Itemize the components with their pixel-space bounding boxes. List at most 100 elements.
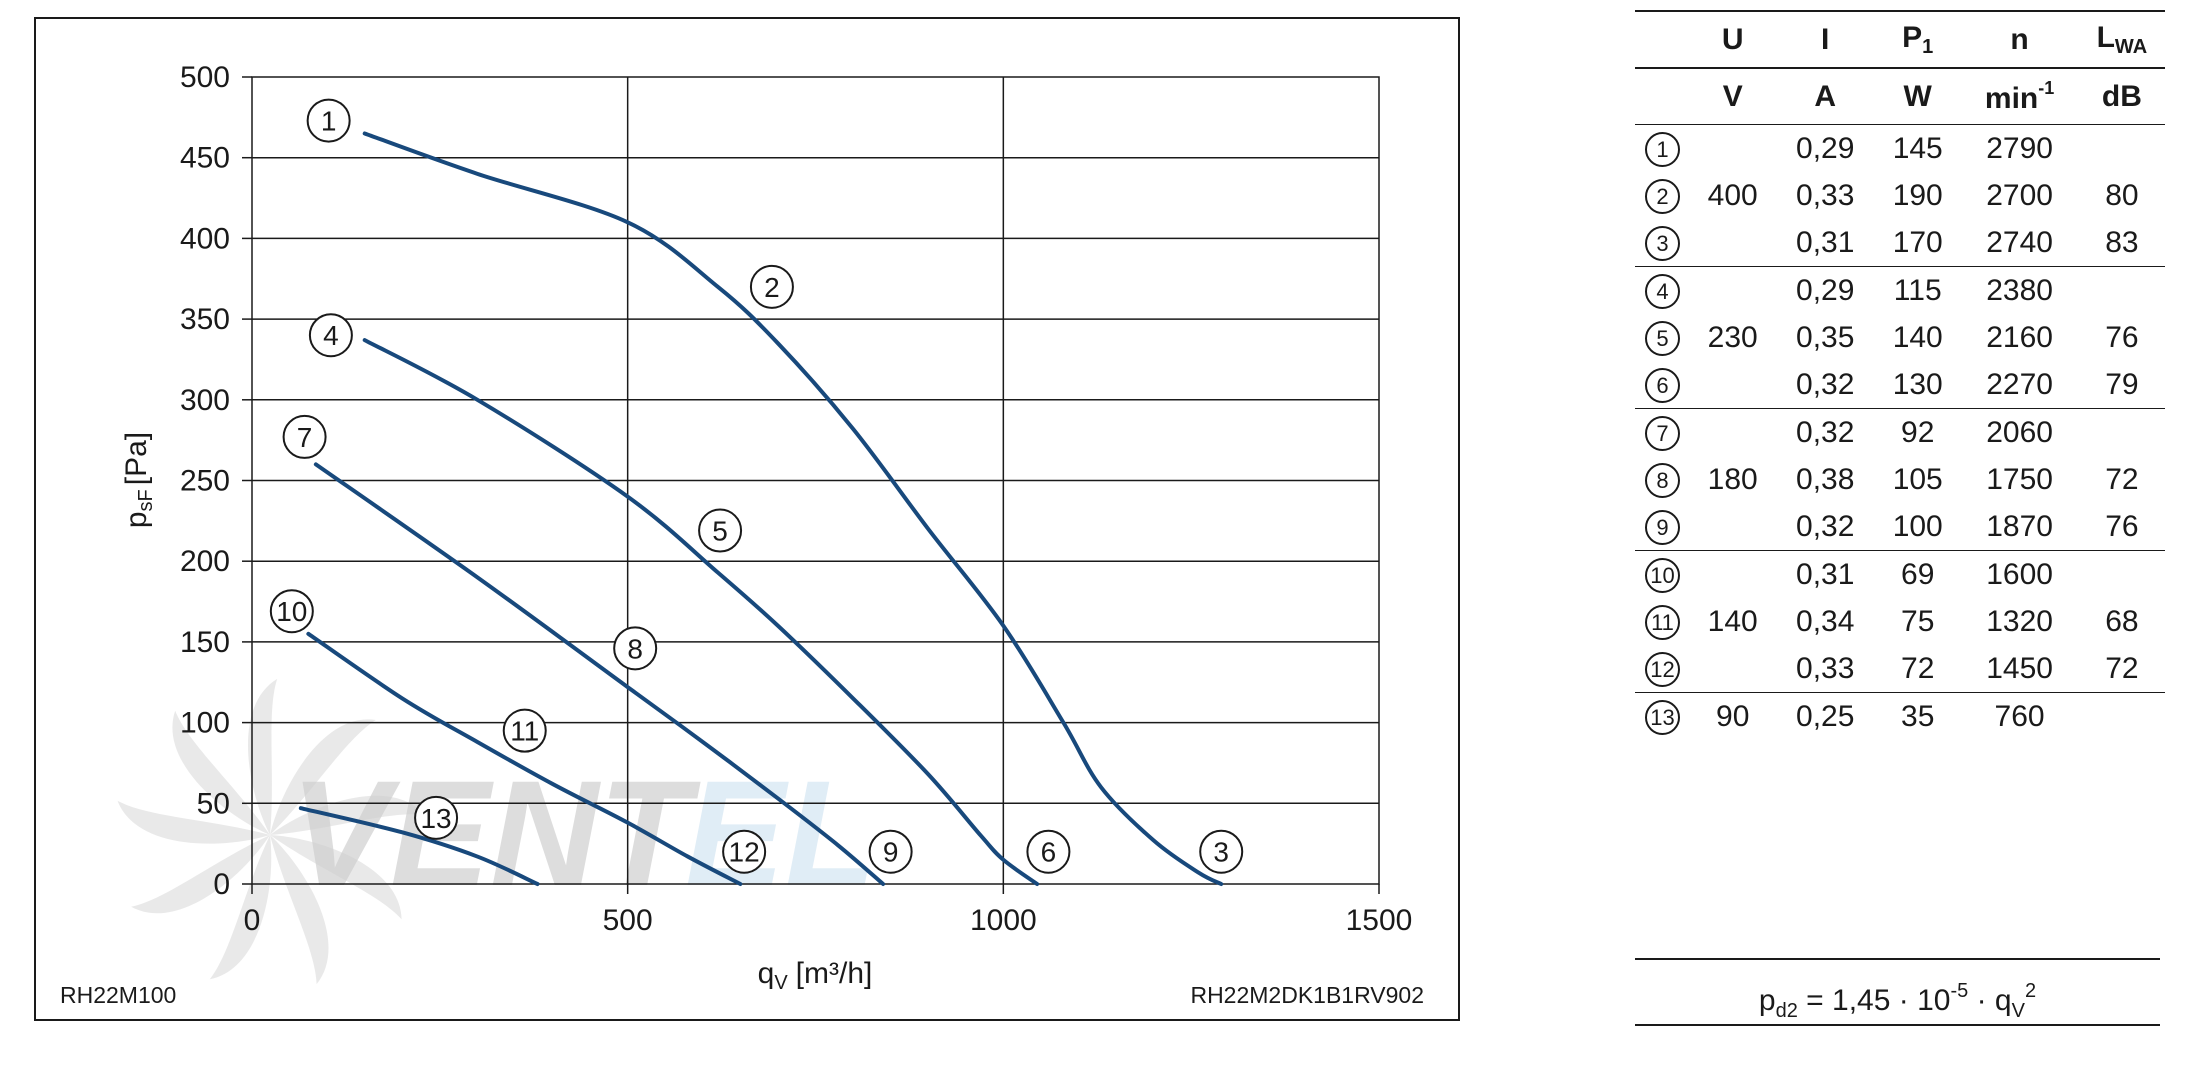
cell-voltage-cell bbox=[1690, 551, 1775, 599]
unit-i-text: A bbox=[1814, 79, 1837, 113]
cell-sound-level: 79 bbox=[2105, 367, 2139, 401]
cell-power-cell: 69 bbox=[1875, 551, 1960, 599]
curve-marker-label: 13 bbox=[420, 803, 451, 834]
cell-current: 0,31 bbox=[1796, 557, 1855, 591]
cell-sound-level-cell: 72 bbox=[2079, 456, 2165, 503]
unit-u-text: V bbox=[1722, 79, 1743, 113]
cell-voltage-cell bbox=[1690, 503, 1776, 551]
cell-power: 35 bbox=[1901, 699, 1935, 733]
cell-power-cell: 140 bbox=[1875, 314, 1960, 361]
cell-current: 0,38 bbox=[1796, 462, 1855, 496]
curve-marker: 6 bbox=[1026, 829, 1071, 874]
cell-sound-level: 76 bbox=[2105, 509, 2139, 543]
curve-marker-circle bbox=[282, 414, 327, 459]
curve-line bbox=[306, 631, 743, 886]
dynamic-pressure-formula: pd2 = 1,45 · 10-5 · qV2 bbox=[1635, 958, 2160, 1026]
cell-current-cell: 0,32 bbox=[1775, 503, 1876, 551]
curve-marker: 10 bbox=[269, 589, 314, 634]
cell-sound-level: 68 bbox=[2105, 604, 2139, 638]
cell-voltage-cell: 180 bbox=[1690, 456, 1775, 503]
header-p-text: P bbox=[1902, 20, 1923, 54]
cell-current: 0,32 bbox=[1796, 509, 1855, 543]
row-id-badge: 9 bbox=[1645, 509, 1680, 545]
cell-current: 0,34 bbox=[1796, 604, 1855, 638]
cell-speed: 2060 bbox=[1986, 415, 2053, 449]
row-id-badge-cell: 6 bbox=[1635, 361, 1690, 409]
header-u-text: U bbox=[1721, 22, 1744, 56]
watermark-text-blue: EL bbox=[685, 749, 877, 917]
table-row: 12 0,33 72 1450 72 bbox=[1635, 645, 2165, 693]
cell-power: 69 bbox=[1901, 557, 1935, 591]
curve-marker: 7 bbox=[282, 414, 327, 459]
unit-l-text: dB bbox=[2101, 79, 2142, 113]
x-tick-label: 500 bbox=[603, 904, 653, 937]
row-id-badge: 3 bbox=[1645, 225, 1680, 261]
header-p: P1 bbox=[1875, 10, 1961, 68]
cell-speed-cell: 2160 bbox=[1960, 314, 2078, 361]
curve-marker-circle bbox=[308, 313, 353, 358]
cell-speed-cell: 2740 bbox=[1960, 219, 2079, 267]
cell-power-cell: 145 bbox=[1875, 125, 1960, 173]
table-row: 4 0,29 115 2380 bbox=[1635, 267, 2165, 315]
cell-voltage-cell bbox=[1690, 219, 1776, 267]
curve-marker-label: 10 bbox=[276, 596, 307, 627]
cell-power: 130 bbox=[1892, 367, 1943, 401]
cell-current-cell: 0,31 bbox=[1775, 551, 1875, 599]
header-n: n bbox=[1960, 10, 2079, 68]
cell-current: 0,32 bbox=[1796, 367, 1855, 401]
cell-power: 92 bbox=[1901, 415, 1935, 449]
cell-power: 100 bbox=[1892, 509, 1943, 543]
unit-l: dB bbox=[2078, 67, 2165, 125]
row-id-badge: 6 bbox=[1645, 367, 1680, 403]
curve-marker-circle bbox=[868, 829, 913, 874]
cell-voltage-cell bbox=[1690, 645, 1776, 693]
cell-speed: 1600 bbox=[1986, 557, 2053, 591]
cell-power: 145 bbox=[1892, 131, 1943, 165]
cell-voltage: 90 bbox=[1716, 699, 1750, 733]
cell-current-cell: 0,29 bbox=[1775, 267, 1875, 315]
header-l-sub: WA bbox=[2114, 35, 2148, 58]
row-id-badge-cell: 3 bbox=[1635, 219, 1690, 267]
cell-speed-cell: 2700 bbox=[1960, 172, 2078, 219]
cell-sound-level-cell bbox=[2079, 267, 2165, 315]
grid-lines bbox=[252, 77, 1379, 884]
cell-speed: 2740 bbox=[1986, 225, 2053, 259]
y-tick-label: 50 bbox=[197, 787, 230, 820]
cell-power-cell: 105 bbox=[1875, 456, 1960, 503]
row-id-badge-cell: 4 bbox=[1635, 267, 1690, 315]
y-tick-label: 250 bbox=[180, 465, 230, 498]
cell-power-cell: 190 bbox=[1875, 172, 1960, 219]
curve-marker: 11 bbox=[502, 708, 547, 753]
cell-speed-cell: 2380 bbox=[1960, 267, 2078, 315]
y-tick-label: 0 bbox=[213, 868, 230, 901]
x-tick-label: 1500 bbox=[1346, 904, 1413, 937]
cell-speed: 2270 bbox=[1986, 367, 2053, 401]
y-tick-label: 200 bbox=[180, 545, 230, 578]
cell-sound-level-cell: 76 bbox=[2079, 314, 2165, 361]
cell-current-cell: 0,32 bbox=[1775, 409, 1875, 457]
cell-sound-level-cell bbox=[2079, 125, 2165, 173]
watermark-text-gray: VENT bbox=[290, 749, 701, 917]
cell-speed: 1320 bbox=[1986, 604, 2053, 638]
row-id-badge: 11 bbox=[1645, 604, 1680, 640]
row-id-badge-cell: 7 bbox=[1635, 409, 1690, 457]
curve-marker: 13 bbox=[414, 795, 459, 840]
cell-power-cell: 35 bbox=[1875, 693, 1960, 741]
curve-marker-circle bbox=[502, 708, 547, 753]
row-id-badge-cell: 8 bbox=[1635, 456, 1690, 503]
cell-speed: 2790 bbox=[1986, 131, 2053, 165]
y-axis-symbol: p bbox=[120, 511, 153, 528]
formula-lhs-sub: d2 bbox=[1775, 1000, 1798, 1022]
curve-marker-circle bbox=[1199, 829, 1244, 874]
formula-tail-sup: 2 bbox=[2024, 980, 2037, 1002]
y-axis-title: psF [Pa] bbox=[120, 432, 157, 528]
y-axis-unit: [Pa] bbox=[120, 432, 153, 485]
table-row: 7 0,32 92 2060 bbox=[1635, 409, 2165, 457]
header-n-text: n bbox=[2010, 22, 2029, 56]
unit-i: A bbox=[1775, 67, 1876, 125]
cell-sound-level-cell bbox=[2079, 693, 2165, 741]
cell-speed-cell: 1320 bbox=[1960, 598, 2078, 645]
y-axis-subscript: sF bbox=[135, 489, 157, 511]
header-i: I bbox=[1775, 10, 1876, 68]
